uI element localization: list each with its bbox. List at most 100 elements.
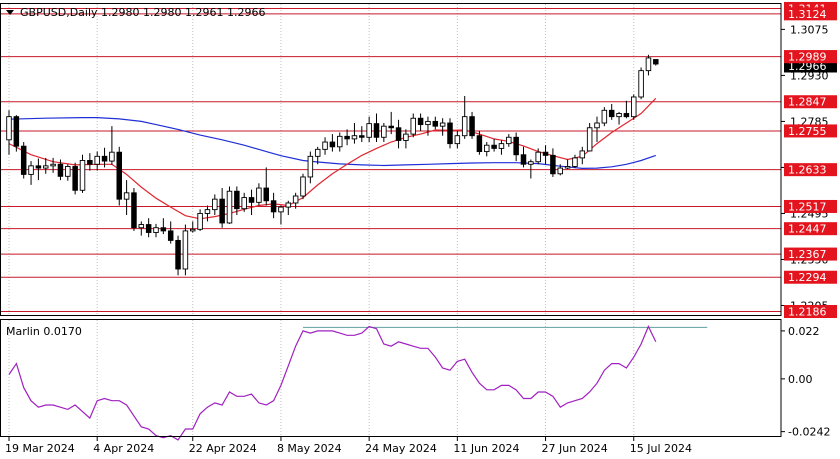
panel-frames [0, 3, 782, 437]
candle [425, 116, 431, 136]
candle [109, 126, 115, 165]
candle-body-bull [226, 190, 233, 224]
candle [234, 186, 240, 216]
candle-body-bear [513, 136, 519, 156]
candle [638, 67, 644, 100]
candle [182, 224, 189, 276]
candle [307, 151, 314, 184]
candle [594, 116, 600, 143]
candle [513, 132, 519, 162]
candle [329, 134, 336, 152]
marlin-line [8, 325, 657, 441]
candle-body-bull [79, 160, 86, 191]
candle-body-bull [572, 157, 578, 167]
ma-slow-line [8, 117, 656, 170]
candle [256, 183, 262, 206]
candle [337, 132, 343, 152]
candle [189, 221, 196, 233]
candle-body-bull [506, 136, 512, 145]
level-tag [784, 199, 837, 213]
candle-body-bull [381, 125, 387, 138]
level-tag-label: 1.2989 [788, 51, 827, 64]
candle-body-bull [484, 144, 490, 153]
time-tick-label: 8 May 2024 [277, 442, 342, 455]
candle [50, 157, 56, 173]
candle [601, 107, 608, 127]
candle-body-bull [182, 230, 189, 270]
candle [579, 146, 586, 165]
candle-body-bull [241, 197, 247, 210]
candle-body-bear [447, 122, 453, 145]
price-tick-label: 1.2930 [790, 69, 829, 82]
candle-body-bear [131, 192, 137, 229]
time-tick-label: 19 Mar 2024 [5, 442, 75, 455]
candle [506, 134, 512, 147]
candle-body-bull [528, 161, 534, 165]
candle [285, 200, 292, 216]
candle [366, 116, 372, 143]
candle-body-bear [542, 151, 549, 156]
level-tag [784, 124, 837, 138]
candle [528, 159, 534, 179]
time-axis: 19 Mar 2024 4 Apr 2024 22 Apr 2024 8 May 20… [5, 437, 692, 455]
candle-body-bear [373, 123, 380, 138]
candle [101, 147, 108, 168]
candle [248, 189, 255, 216]
level-tag-label: 1.2517 [788, 200, 827, 213]
candle [484, 142, 490, 157]
candle-body-bear [87, 160, 93, 165]
candle [410, 113, 417, 138]
level-tag [784, 247, 837, 261]
candle-body-bear [550, 154, 556, 175]
candle [564, 159, 571, 170]
marlin-oscillator [8, 325, 708, 441]
candle-body-bear [344, 135, 350, 140]
candle-body-bear [248, 197, 255, 203]
candle-body-bear [219, 198, 225, 224]
candle [616, 111, 622, 125]
candle [454, 130, 461, 149]
candle-body-bear [608, 109, 615, 118]
candle-body-bull [594, 122, 600, 129]
candle [395, 119, 402, 149]
candle-body-bull [337, 135, 343, 148]
candle [72, 162, 78, 195]
candle [79, 154, 86, 193]
candle-body-bull [638, 70, 644, 98]
level-tag-label: 1.2847 [788, 96, 827, 109]
candle [145, 218, 152, 238]
candle-body-bull [6, 116, 12, 141]
time-tick-label: 11 Jun 2024 [453, 442, 519, 455]
candle-body-bear [234, 190, 240, 210]
candle [557, 164, 564, 176]
candle-body-bear [116, 151, 122, 200]
candle [28, 161, 34, 185]
candle [381, 123, 387, 143]
candle-body-bear [35, 165, 42, 169]
candle [373, 113, 380, 143]
level-tag-label: 1.2294 [788, 271, 827, 284]
candle [167, 221, 174, 244]
candle [403, 129, 409, 149]
candle-body-bull [586, 127, 593, 152]
candle [138, 221, 145, 236]
candle [432, 116, 439, 130]
price-axis: 1.30751.29301.27851.24951.23501.22051.31… [781, 1, 837, 319]
candle-body-bull [461, 116, 468, 137]
candle [153, 223, 159, 238]
level-tag [784, 222, 837, 236]
candle [292, 192, 299, 209]
time-tick-label: 15 Jul 2024 [630, 442, 692, 455]
candle [542, 145, 549, 165]
candle-body-bull [535, 151, 541, 163]
triangle-down-icon[interactable] [6, 10, 14, 15]
candle-body-bull [616, 113, 622, 118]
level-tag-label: 1.2755 [788, 125, 827, 138]
candle-body-bull [278, 206, 284, 213]
level-tag-label: 1.2367 [788, 248, 827, 261]
candle [653, 59, 659, 66]
candle [447, 118, 453, 149]
candle-body-bear [329, 141, 336, 148]
candle-body-bear [101, 155, 108, 162]
candle-body-bear [395, 127, 402, 141]
